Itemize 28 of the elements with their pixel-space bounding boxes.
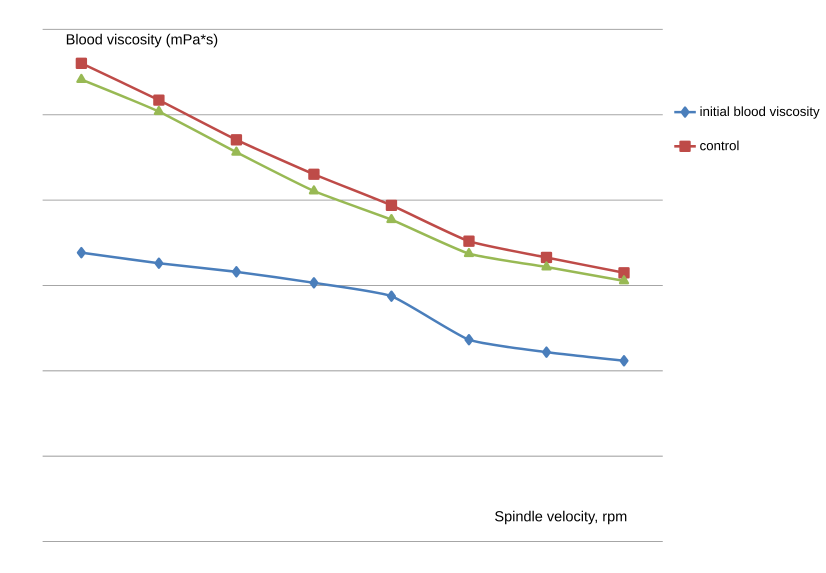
point — [619, 355, 629, 367]
point — [464, 248, 474, 258]
legend-label: initial blood viscosity — [700, 106, 820, 119]
point — [308, 185, 320, 195]
point — [464, 334, 474, 346]
point — [386, 200, 398, 212]
y-axis-title: Blood viscosity (mPa*s) — [66, 34, 218, 48]
point — [76, 74, 86, 84]
point — [153, 94, 165, 106]
legend-label: control — [700, 140, 738, 150]
point — [308, 168, 320, 180]
point — [540, 252, 552, 264]
point — [463, 236, 475, 247]
point — [386, 290, 396, 302]
point — [309, 277, 319, 289]
point — [154, 106, 164, 116]
point — [231, 146, 242, 156]
point — [76, 247, 86, 258]
x-axis-title: Spindle velocity, rpm — [495, 510, 626, 524]
point — [154, 258, 164, 269]
point — [542, 346, 552, 358]
point — [76, 58, 88, 70]
point — [618, 275, 630, 284]
point — [232, 266, 241, 278]
point — [618, 267, 630, 279]
point — [230, 134, 242, 146]
point — [386, 214, 397, 224]
point — [541, 261, 552, 271]
